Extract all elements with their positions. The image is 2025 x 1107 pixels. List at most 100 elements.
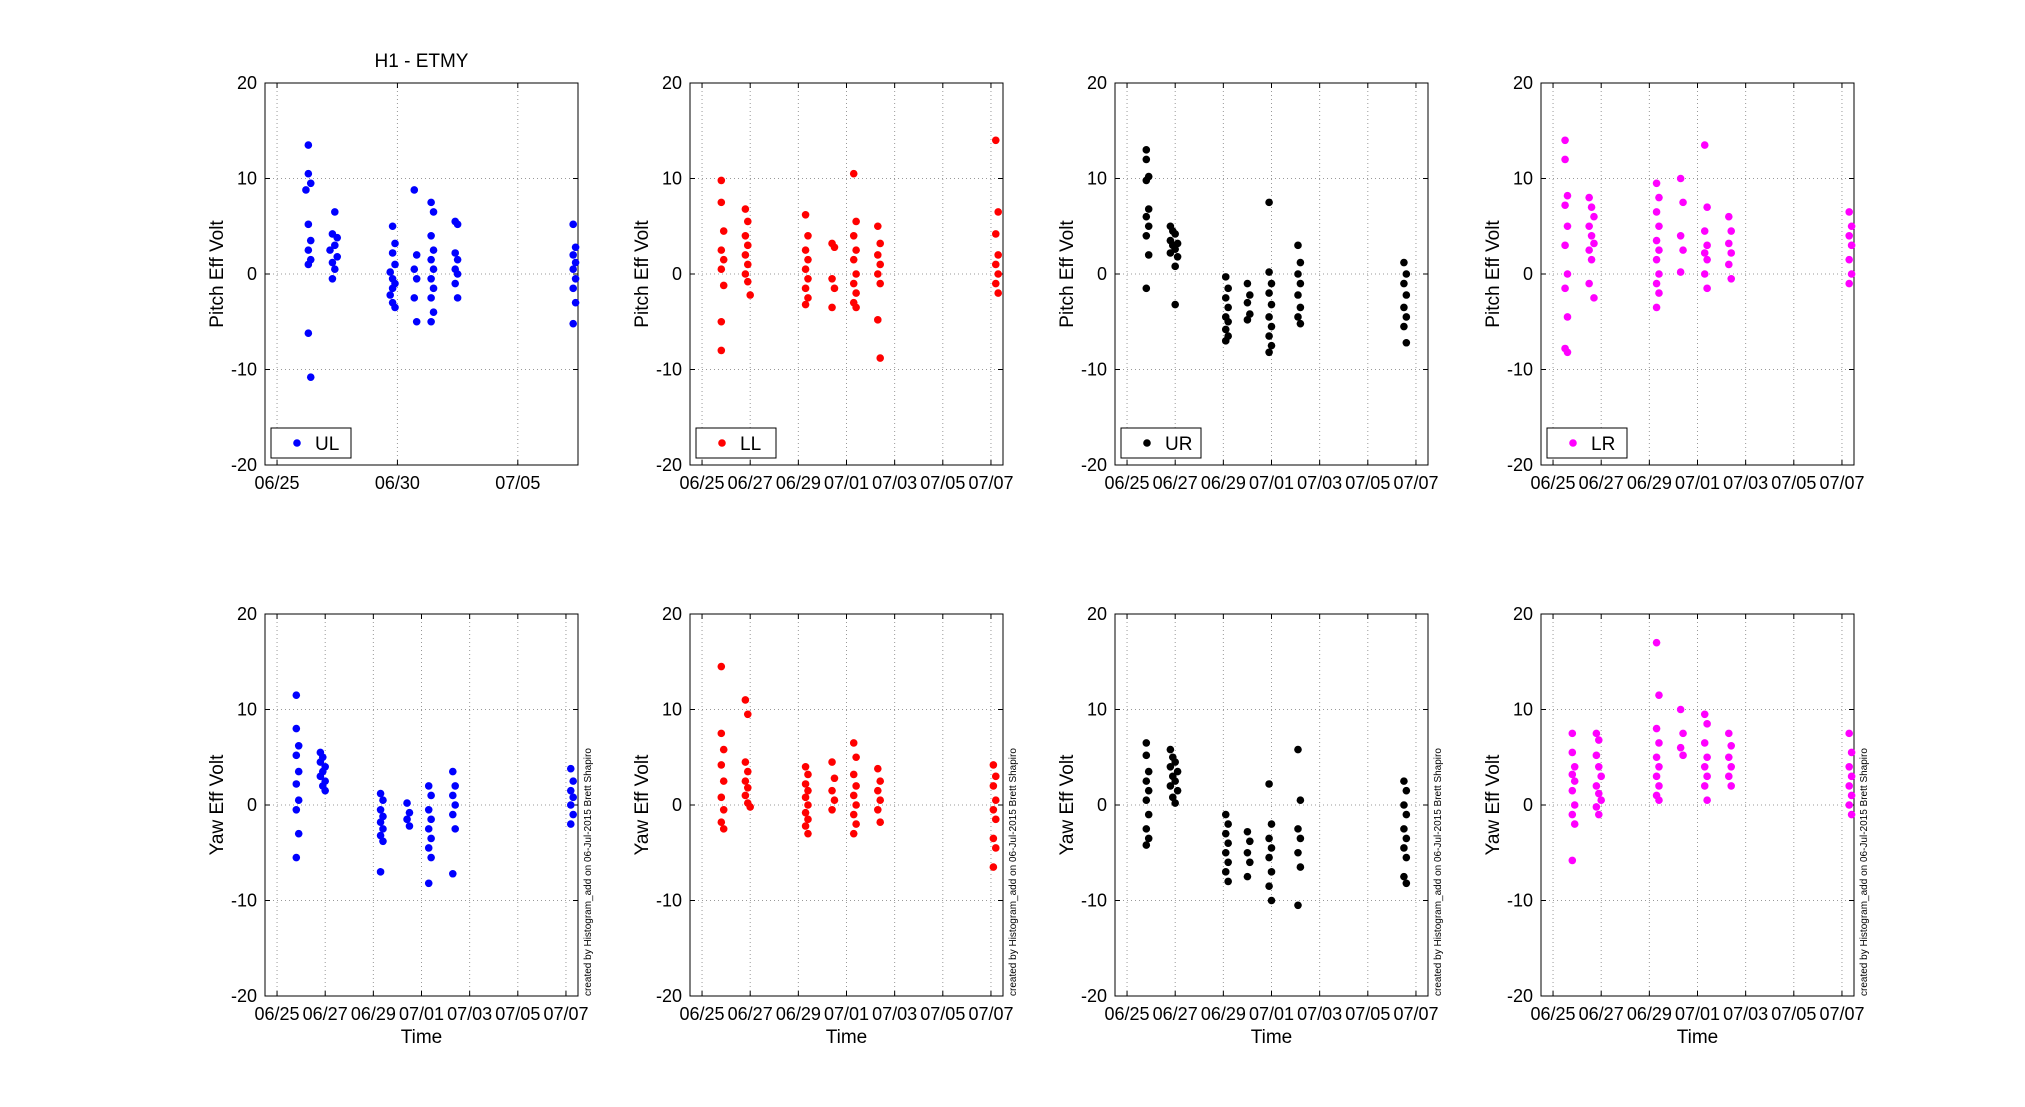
legend: UR: [1120, 427, 1202, 459]
x-tick-label: 06/29: [1201, 473, 1246, 493]
data-point: [412, 274, 421, 283]
data-point: [571, 243, 580, 252]
x-tick-label: 07/07: [968, 473, 1013, 493]
data-point: [989, 834, 998, 843]
x-tick-label: 07/07: [1819, 1004, 1864, 1024]
data-point: [852, 753, 860, 762]
data-point: [1655, 193, 1663, 202]
y-tick-label: 10: [1087, 169, 1107, 189]
data-point: [316, 772, 325, 781]
credit-text: created by Histogram_add on 06-Jul-2015 …: [1433, 748, 1444, 996]
data-point: [849, 791, 858, 800]
data-point: [1402, 313, 1411, 321]
x-tick-label: 06/25: [255, 473, 300, 493]
data-point: [1246, 837, 1254, 846]
data-point: [1294, 270, 1302, 278]
data-point: [1590, 294, 1598, 302]
x-tick-label: 06/25: [255, 1004, 300, 1024]
data-point: [801, 822, 810, 830]
data-point: [804, 815, 812, 824]
data-point: [1400, 825, 1408, 833]
data-point: [331, 265, 339, 274]
data-point: [1144, 834, 1153, 843]
data-point: [1171, 777, 1179, 785]
data-point: [1594, 810, 1603, 819]
data-point: [1563, 348, 1572, 357]
data-point: [804, 786, 812, 795]
data-point: [1294, 825, 1302, 833]
data-point: [427, 255, 435, 264]
data-point: [743, 277, 752, 286]
data-point: [876, 796, 885, 805]
data-point: [801, 793, 810, 802]
data-point: [326, 246, 334, 254]
x-tick-label: 06/27: [728, 473, 773, 493]
data-point: [852, 217, 860, 226]
y-tick-label: -10: [231, 891, 257, 911]
data-point: [1402, 879, 1411, 888]
data-point: [1725, 729, 1733, 738]
y-tick-label: 10: [1087, 700, 1107, 720]
x-tick-label: 07/01: [1675, 1004, 1720, 1024]
data-point: [1142, 146, 1151, 154]
data-point: [743, 217, 752, 226]
y-tick-label: -20: [656, 986, 682, 1006]
axes-frame: [264, 82, 579, 466]
data-point: [1400, 801, 1408, 809]
data-point: [1246, 858, 1254, 867]
data-point: [1400, 777, 1408, 785]
data-point: [1265, 780, 1273, 788]
data-point: [331, 208, 339, 216]
data-point: [1402, 291, 1411, 299]
data-point: [1679, 246, 1687, 254]
data-point: [1221, 810, 1230, 819]
data-point: [1676, 743, 1685, 752]
data-point: [1592, 751, 1601, 760]
data-point: [379, 837, 387, 846]
data-point: [849, 810, 858, 819]
data-point: [376, 831, 385, 840]
data-point: [1296, 834, 1305, 843]
data-point: [1142, 825, 1151, 833]
data-point: [717, 793, 726, 802]
data-point: [1655, 289, 1663, 297]
data-point: [292, 691, 301, 699]
data-point: [379, 796, 387, 805]
data-point: [830, 243, 839, 252]
data-point: [1676, 174, 1685, 183]
data-point: [449, 810, 457, 819]
data-point: [717, 346, 726, 355]
data-point: [1652, 772, 1661, 781]
data-point: [453, 255, 462, 264]
y-tick-label: 20: [237, 604, 257, 624]
data-point: [1400, 303, 1408, 312]
data-point: [994, 251, 1002, 259]
data-point: [994, 289, 1002, 297]
data-point: [1267, 820, 1276, 828]
data-point: [1676, 268, 1685, 276]
data-point: [376, 789, 385, 798]
data-point: [804, 232, 812, 240]
data-point: [1243, 316, 1252, 324]
data-point: [569, 251, 577, 259]
data-point: [989, 761, 998, 769]
data-point: [876, 777, 885, 785]
data-point: [1845, 782, 1853, 790]
data-point: [427, 294, 435, 302]
data-point: [1568, 810, 1577, 819]
legend-box: [1120, 427, 1202, 459]
data-point: [1725, 239, 1733, 248]
data-point: [1727, 249, 1736, 257]
x-tick-label: 06/27: [1153, 473, 1198, 493]
data-point: [876, 354, 885, 362]
data-point: [1294, 313, 1302, 321]
data-point: [427, 317, 435, 326]
data-point: [1847, 748, 1856, 757]
data-point: [876, 279, 885, 288]
data-point: [1171, 300, 1179, 309]
data-point: [331, 241, 339, 250]
data-point: [1265, 348, 1273, 357]
y-tick-label: 10: [237, 700, 257, 720]
